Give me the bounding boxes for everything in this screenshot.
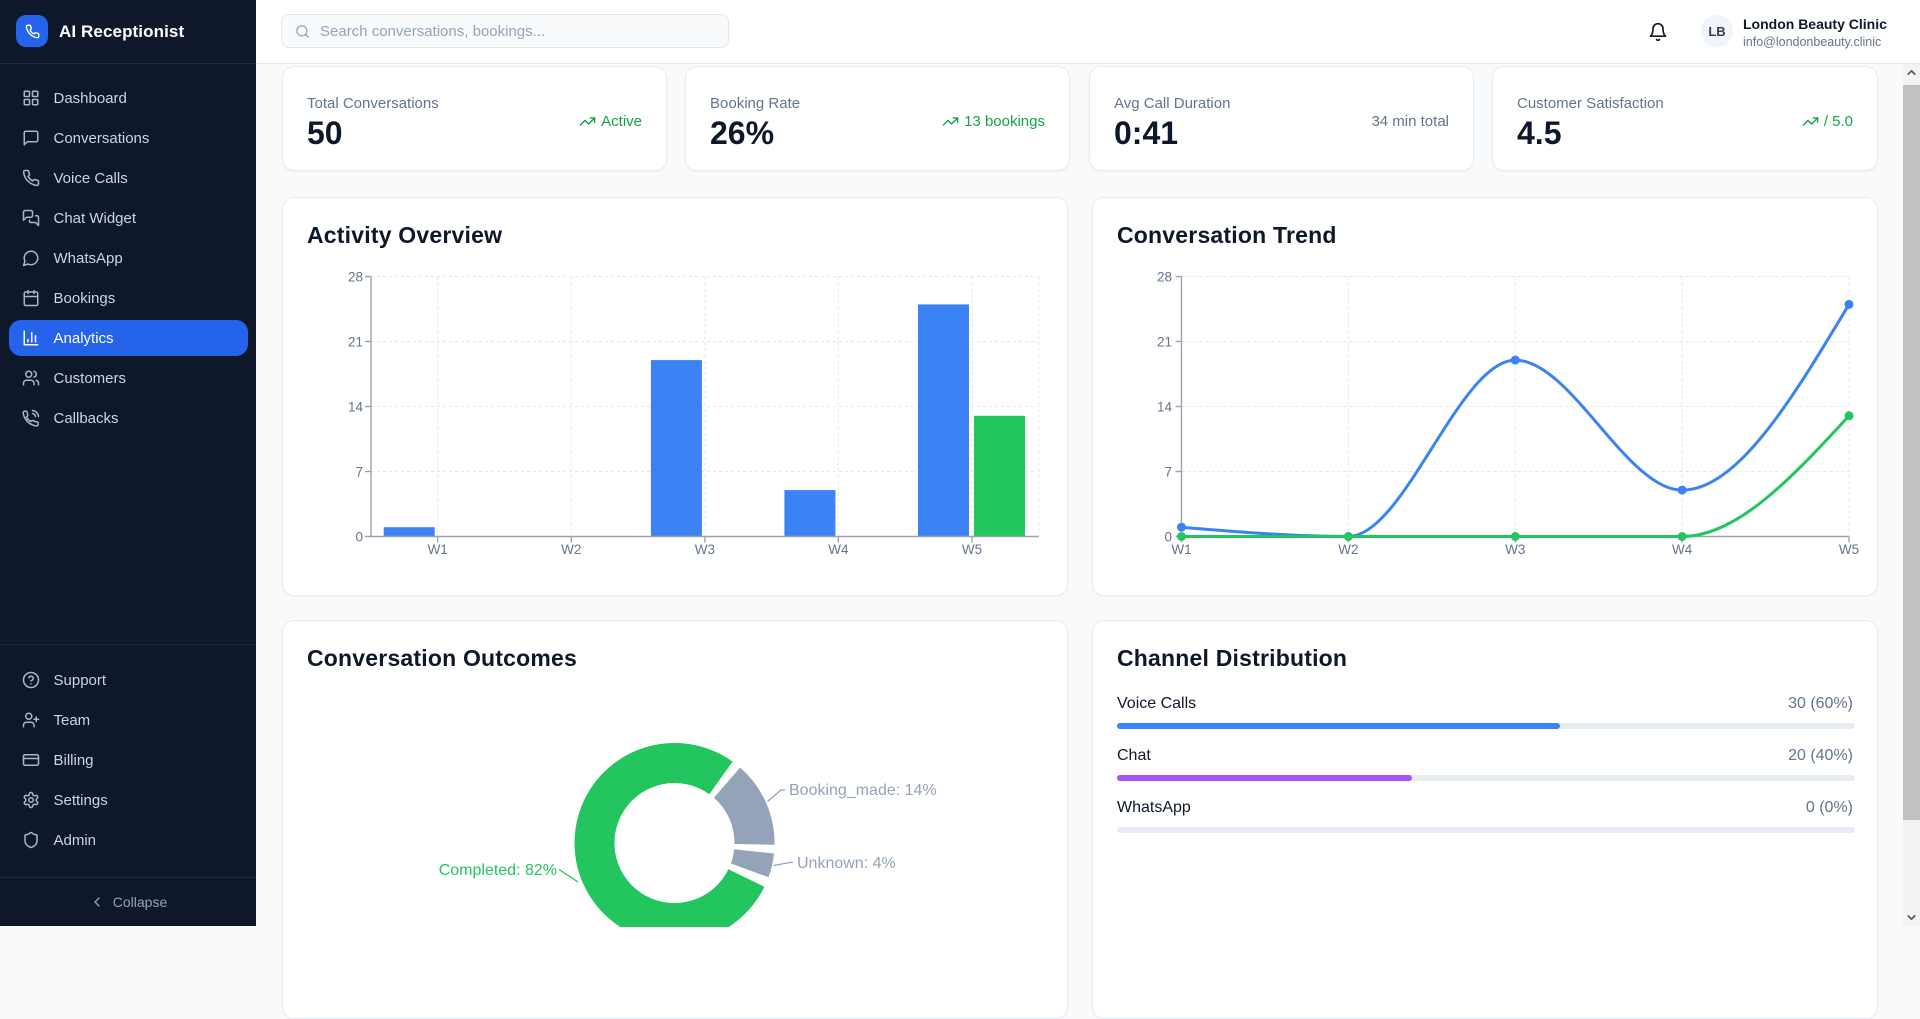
svg-text:7: 7 (355, 465, 363, 480)
svg-text:Completed: 82%: Completed: 82% (439, 862, 557, 879)
svg-text:W5: W5 (1839, 542, 1859, 557)
svg-text:W4: W4 (1672, 542, 1693, 557)
svg-text:Unknown: 4%: Unknown: 4% (797, 855, 896, 872)
svg-text:14: 14 (1157, 400, 1173, 415)
svg-text:21: 21 (1157, 335, 1172, 350)
svg-text:28: 28 (1157, 270, 1172, 285)
svg-text:W3: W3 (695, 542, 715, 557)
svg-text:0: 0 (355, 530, 363, 545)
svg-text:W5: W5 (962, 542, 982, 557)
svg-text:28: 28 (348, 270, 363, 285)
svg-text:Booking_made: 14%: Booking_made: 14% (789, 782, 937, 799)
svg-text:14: 14 (348, 400, 364, 415)
svg-text:W2: W2 (1338, 542, 1358, 557)
svg-text:W1: W1 (1171, 542, 1191, 557)
svg-text:W3: W3 (1505, 542, 1525, 557)
svg-text:W1: W1 (428, 542, 448, 557)
svg-text:W4: W4 (828, 542, 849, 557)
svg-text:0: 0 (1164, 530, 1172, 545)
svg-text:21: 21 (348, 335, 363, 350)
svg-text:W2: W2 (561, 542, 581, 557)
svg-text:7: 7 (1164, 465, 1172, 480)
